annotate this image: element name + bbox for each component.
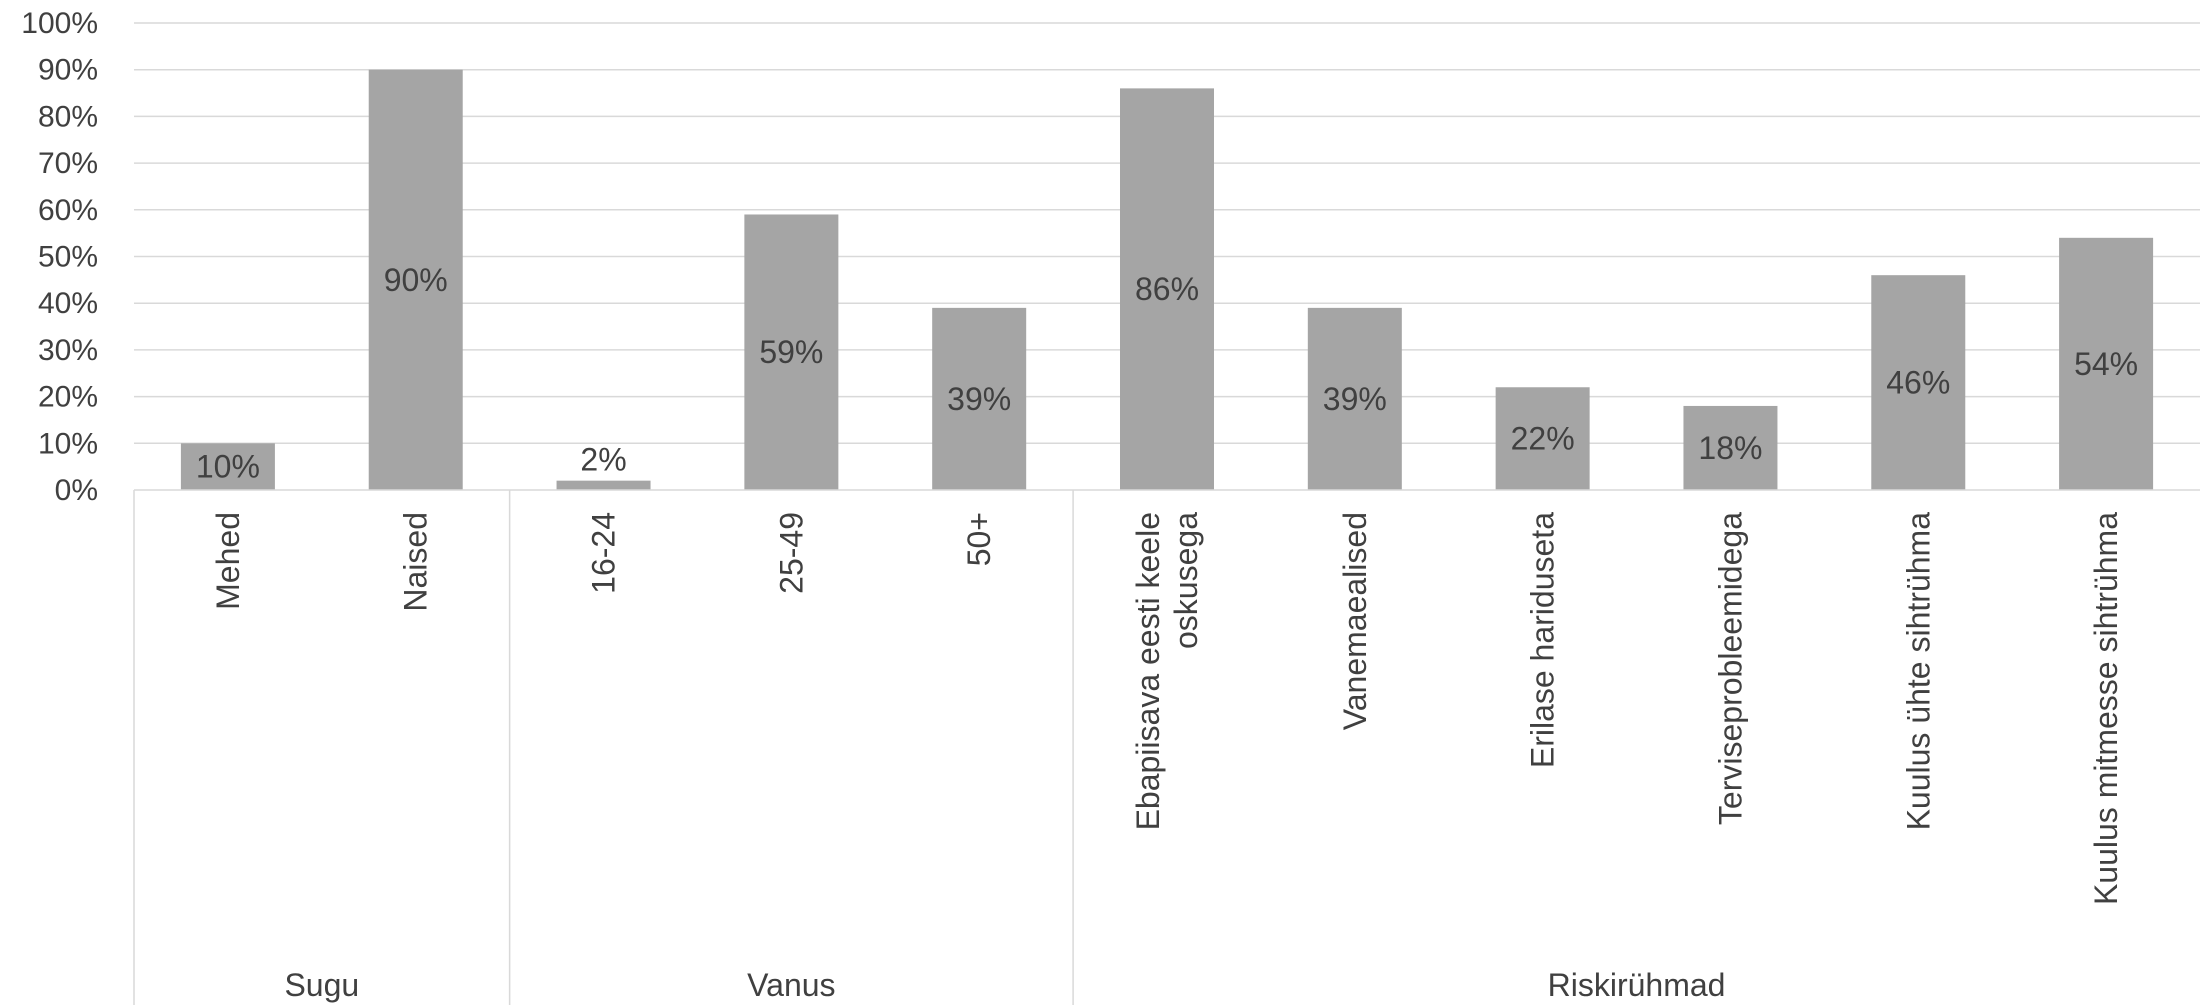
data-label: 46%: [1886, 365, 1950, 401]
data-labels: 10% 90% 2% 59% 39% 86% 39% 22% 18% 46% 54%: [196, 262, 2138, 485]
y-tick-label: 40%: [38, 287, 98, 320]
y-tick-label: 10%: [38, 427, 98, 460]
data-label: 2%: [580, 442, 626, 478]
y-tick-label: 100%: [21, 7, 98, 40]
group-label: Vanus: [747, 967, 835, 1003]
bar: [1871, 275, 1966, 490]
data-label: 86%: [1135, 271, 1199, 307]
bar: [1307, 307, 1402, 490]
group-label: Riskirühmad: [1548, 967, 1726, 1003]
x-axis: Sugu Vanus Riskirühmad Mehed Naised 16-24 25-4…: [133, 489, 2200, 1005]
category-label: Vanemaealised: [1337, 512, 1373, 730]
data-label: 54%: [2074, 346, 2138, 382]
category-label: 16-24: [586, 512, 622, 594]
y-tick-label: 30%: [38, 334, 98, 367]
category-label: oskusega: [1168, 512, 1204, 649]
bar: [744, 214, 839, 490]
data-label: 39%: [947, 381, 1011, 417]
category-label: Kuulus ühte sihtrühma: [1900, 512, 1936, 831]
y-tick-label: 20%: [38, 381, 98, 414]
data-label: 22%: [1511, 421, 1575, 457]
data-label: 10%: [196, 449, 260, 485]
data-label: 59%: [759, 334, 823, 370]
y-axis: 0% 10% 20% 30% 40% 50% 60% 70% 80% 90% 100%: [21, 7, 98, 507]
category-label: Ebapiisava eesti keele: [1130, 512, 1166, 830]
category-label: 25-49: [773, 512, 809, 594]
category-label: Erilase hariduseta: [1525, 512, 1561, 768]
category-label: Mehed: [210, 512, 246, 610]
category-label: Naised: [398, 512, 434, 612]
y-tick-label: 60%: [38, 194, 98, 227]
category-label: Terviseprobleemidega: [1712, 512, 1748, 825]
bar: [1683, 405, 1778, 490]
data-label: 18%: [1698, 430, 1762, 466]
data-label: 90%: [384, 262, 448, 298]
y-tick-label: 0%: [55, 474, 98, 507]
category-label: Kuulus mitmesse sihtrühma: [2088, 512, 2124, 905]
bars: [180, 69, 2154, 490]
bar: [932, 307, 1027, 490]
bar: [556, 480, 651, 490]
bar: [180, 443, 275, 490]
bar: [368, 69, 463, 490]
bar: [1120, 88, 1214, 490]
data-label: 39%: [1323, 381, 1387, 417]
y-tick-label: 90%: [38, 54, 98, 87]
category-label: 50+: [961, 512, 997, 566]
y-tick-label: 80%: [38, 100, 98, 133]
bar: [2059, 237, 2154, 490]
bar: [1495, 387, 1590, 490]
y-tick-label: 70%: [38, 147, 98, 180]
y-tick-label: 50%: [38, 241, 98, 274]
group-label: Sugu: [284, 967, 359, 1003]
